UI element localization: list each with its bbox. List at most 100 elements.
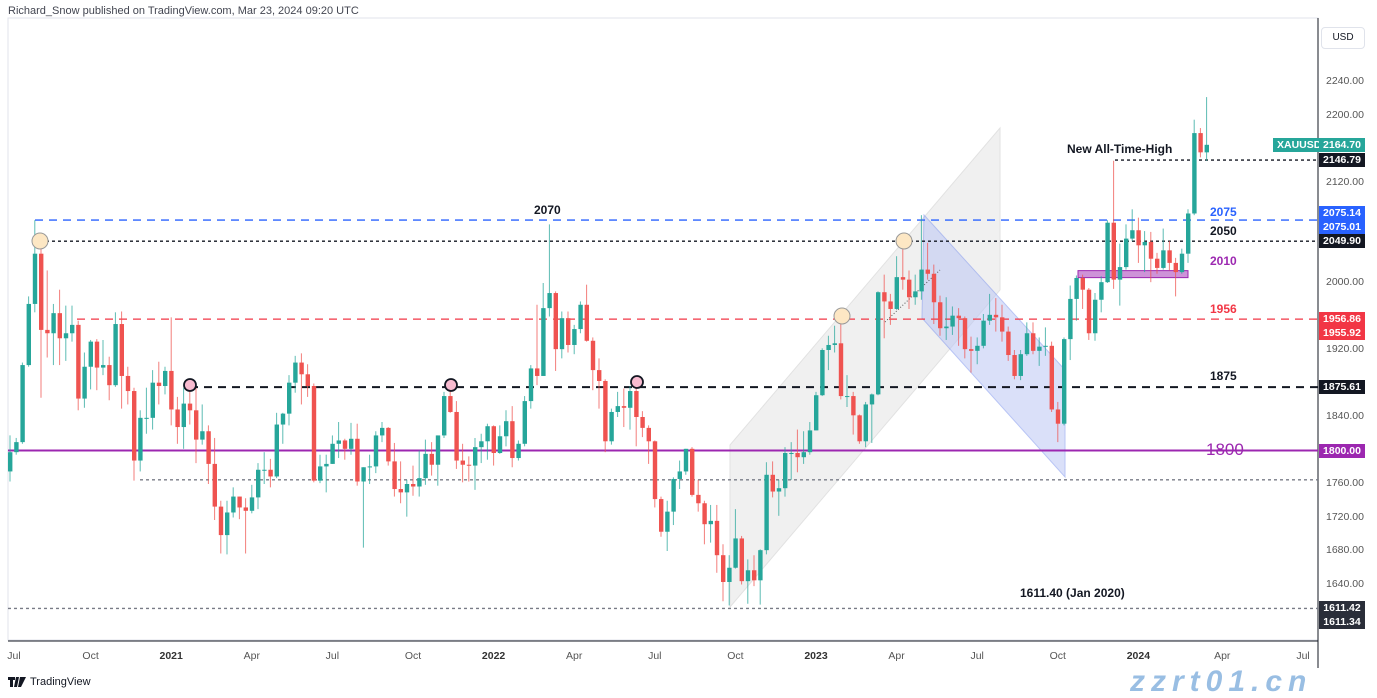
candle: [249, 484, 255, 514]
candle-body: [479, 441, 484, 448]
candle: [1049, 341, 1054, 412]
time-axis-label: Apr: [243, 650, 260, 662]
candle-body: [249, 497, 255, 511]
support-zone-2010: [1077, 270, 1189, 279]
price-axis-label: 1640.00: [1326, 577, 1364, 590]
candles-layer: [8, 97, 1209, 606]
candle: [132, 387, 137, 481]
candle: [764, 462, 769, 555]
candle: [1012, 350, 1017, 380]
candle-body: [541, 308, 546, 376]
candle-body: [107, 365, 112, 386]
candle: [107, 356, 112, 401]
candle-body: [727, 567, 732, 582]
candle-body: [20, 365, 25, 443]
candle-body: [268, 469, 273, 477]
price-axis-label: 1720.00: [1326, 510, 1364, 523]
candle: [491, 425, 496, 466]
candle-body: [1093, 299, 1098, 334]
candle: [547, 224, 552, 317]
candle-body: [1043, 345, 1048, 347]
candle-body: [944, 326, 949, 329]
candle: [1161, 228, 1166, 270]
candle-body: [1161, 250, 1166, 268]
candle-body: [26, 303, 31, 366]
candle-body: [795, 453, 800, 458]
candle-body: [1062, 339, 1067, 424]
candle-body: [243, 507, 248, 511]
candle: [1167, 241, 1172, 271]
candle: [473, 437, 478, 490]
price-axis-label: 2200.00: [1326, 108, 1364, 121]
candle: [26, 296, 31, 367]
candle: [206, 425, 211, 484]
price-tag-l2050: 2049.90: [1319, 234, 1365, 249]
candle-body: [1186, 213, 1191, 254]
candle: [311, 383, 317, 483]
candle-body: [553, 293, 558, 350]
candle-body: [392, 461, 397, 490]
candle-body: [51, 313, 56, 334]
candle-body: [745, 570, 751, 582]
candle: [646, 425, 651, 464]
price-axis-label: 2120.00: [1326, 175, 1364, 188]
candle-body: [63, 333, 69, 339]
candle: [45, 270, 50, 358]
candle-body: [646, 427, 651, 442]
footer-brand[interactable]: TradingView: [8, 676, 91, 688]
candle: [318, 454, 323, 484]
candle: [528, 365, 534, 409]
candle: [566, 311, 571, 353]
candle-body: [218, 506, 224, 536]
candle-body: [776, 488, 782, 492]
candle-body: [708, 520, 713, 525]
candle-body: [1204, 144, 1209, 153]
candle-body: [857, 415, 862, 442]
candle: [411, 465, 416, 496]
candle: [1024, 322, 1030, 356]
candle-body: [473, 447, 478, 466]
level-label-ath: New All-Time-High: [1067, 142, 1173, 156]
candle-body: [876, 292, 881, 395]
candle: [745, 559, 751, 604]
candle: [944, 297, 949, 340]
candle: [442, 391, 447, 438]
candle: [987, 293, 992, 325]
level-label-l2050: 2050: [1210, 224, 1237, 238]
candle: [1086, 288, 1092, 340]
watermark: zzrt01.cn: [1130, 665, 1313, 698]
candle: [256, 463, 261, 510]
candle: [113, 312, 118, 387]
candle-body: [491, 426, 496, 454]
candle-body: [807, 430, 813, 453]
candle: [125, 366, 131, 405]
candle: [466, 456, 472, 482]
candle: [1136, 217, 1141, 263]
candle: [1093, 293, 1098, 341]
candle-body: [386, 427, 391, 462]
candle-body: [113, 324, 118, 386]
candle-body: [1136, 230, 1141, 246]
candle: [1142, 231, 1147, 273]
candle: [969, 336, 974, 373]
candle: [293, 355, 298, 393]
candle-body: [714, 520, 720, 556]
currency-button[interactable]: USD: [1321, 27, 1365, 49]
price-tag-l1956: 1956.86: [1319, 312, 1365, 327]
candle: [615, 391, 620, 417]
candle: [1031, 322, 1036, 355]
candle: [1173, 257, 1178, 297]
candle: [1074, 275, 1079, 321]
candle-body: [640, 417, 645, 428]
candle-body: [82, 366, 87, 399]
candle-body: [497, 436, 503, 454]
candle-body: [962, 318, 968, 350]
candle: [956, 308, 961, 346]
time-axis-label: Apr: [888, 650, 905, 662]
candle-body: [57, 313, 62, 339]
candle: [14, 437, 19, 455]
candle-body: [696, 494, 701, 504]
candle: [838, 317, 844, 400]
candle: [621, 388, 627, 428]
